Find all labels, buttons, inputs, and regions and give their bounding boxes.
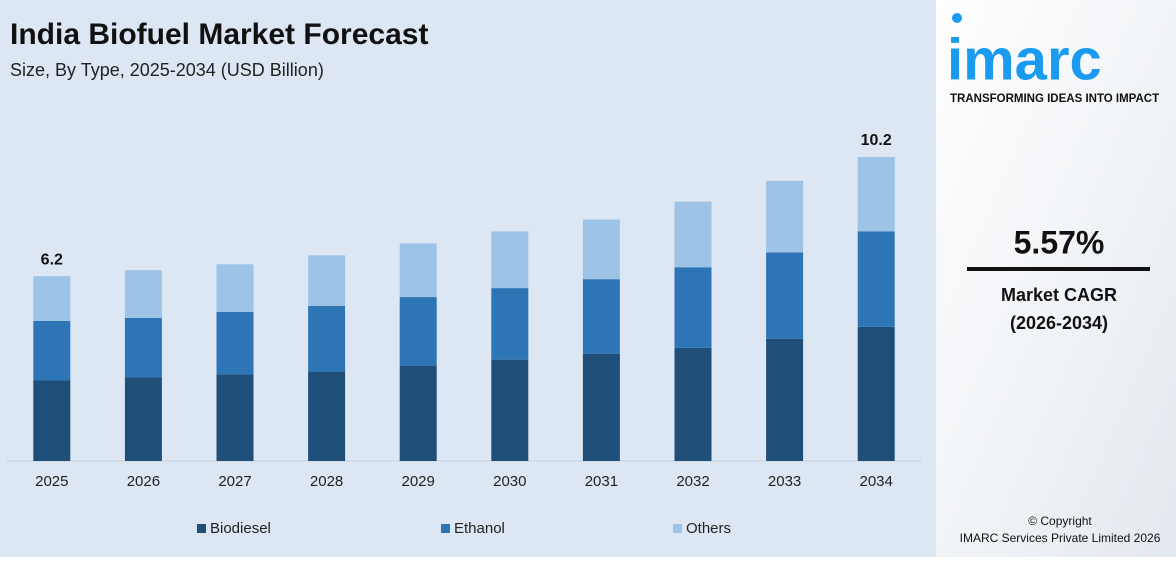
x-tick-label: 2029 — [402, 473, 435, 490]
bar-segment — [674, 267, 712, 348]
legend-label: Ethanol — [454, 520, 505, 537]
bar-segment — [491, 231, 529, 289]
bar-segment — [308, 371, 346, 461]
bar-segment — [766, 252, 804, 339]
tagline: TRANSFORMING IDEAS INTO IMPACT — [950, 93, 1159, 105]
total-label: 6.2 — [41, 251, 63, 268]
bar-segment — [399, 365, 437, 461]
company: IMARC Services Private Limited 2026 — [960, 531, 1161, 545]
bar-segment — [124, 317, 162, 378]
x-tick-label: 2026 — [127, 473, 160, 490]
bar-segment — [308, 305, 346, 372]
bar-segment — [582, 279, 620, 354]
bar-segment — [491, 359, 529, 461]
x-tick-label: 2030 — [493, 473, 526, 490]
logo: imarc — [947, 27, 1102, 92]
cagr-label: Market CAGR — [1001, 285, 1117, 305]
bar-segment — [33, 380, 71, 461]
bar-segment — [766, 180, 804, 253]
bar-segment — [857, 326, 895, 461]
cagr-value: 5.57% — [1014, 224, 1105, 260]
bar-segment — [33, 276, 71, 321]
logo-dot — [952, 13, 962, 23]
bar-segment — [308, 255, 346, 306]
chart-subtitle: Size, By Type, 2025-2034 (USD Billion) — [10, 60, 324, 80]
bar-segment — [33, 320, 71, 381]
x-tick-label: 2031 — [585, 473, 618, 490]
legend-swatch — [673, 524, 682, 533]
chart-title: India Biofuel Market Forecast — [10, 18, 428, 51]
bar-segment — [766, 338, 804, 461]
bar-segment — [216, 374, 254, 461]
cagr-period: (2026-2034) — [1010, 313, 1108, 333]
bar-segment — [124, 270, 162, 318]
total-label: 10.2 — [861, 132, 892, 149]
bar-segment — [582, 353, 620, 461]
bar-segment — [216, 264, 254, 312]
x-tick-label: 2033 — [768, 473, 801, 490]
x-tick-label: 2034 — [860, 473, 893, 490]
x-tick-label: 2025 — [35, 473, 68, 490]
copyright: © Copyright — [1028, 514, 1092, 528]
bar-segment — [124, 377, 162, 461]
x-tick-label: 2032 — [676, 473, 709, 490]
sidebar-background — [936, 0, 1176, 557]
x-tick-label: 2027 — [218, 473, 251, 490]
bar-segment — [399, 297, 437, 366]
legend-swatch — [197, 524, 206, 533]
legend-swatch — [441, 524, 450, 533]
bar-segment — [674, 347, 712, 461]
bar-segment — [491, 288, 529, 360]
legend-label: Others — [686, 520, 731, 537]
bar-segment — [674, 201, 712, 268]
bar-segment — [857, 156, 895, 232]
bar-segment — [857, 231, 895, 327]
bar-segment — [216, 311, 254, 375]
x-tick-label: 2028 — [310, 473, 343, 490]
bar-segment — [399, 243, 437, 298]
bar-segment — [582, 219, 620, 280]
legend-label: Biodiesel — [210, 520, 271, 537]
